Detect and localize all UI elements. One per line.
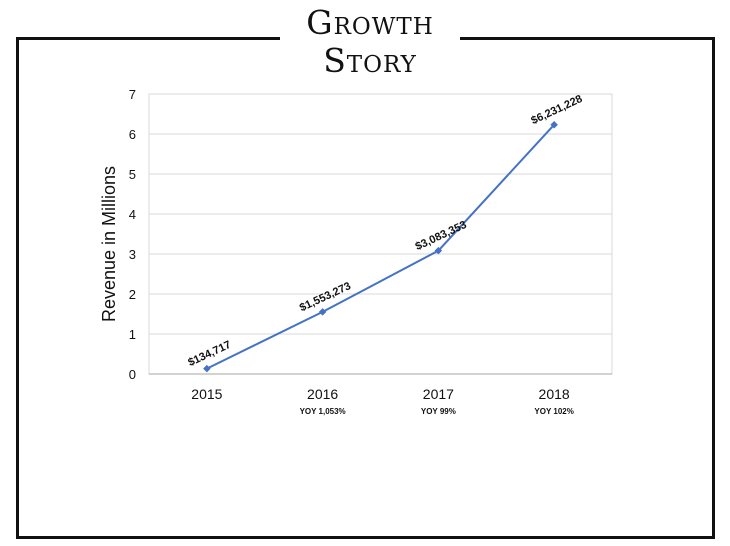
axis-layer: 0 1 2 3 4 5 6 7 2015 2016 YOY 1,053% 2017 YOY 99% 201… (99, 87, 612, 416)
title-line-1: Growth (306, 3, 434, 42)
x-tick-label: 2016 (307, 386, 338, 402)
y-tick-label: 6 (129, 127, 136, 142)
x-sublabel-yoy: YOY 1,053% (300, 407, 346, 416)
x-tick-label: 2017 (423, 386, 454, 402)
x-tick-label: 2015 (191, 386, 222, 402)
series-line (206, 124, 555, 370)
grid-layer (148, 93, 613, 375)
y-tick-label: 0 (129, 367, 136, 382)
y-tick-label: 5 (129, 167, 136, 182)
y-tick-label: 7 (129, 87, 136, 102)
data-label: $6,231,228 (529, 93, 584, 127)
data-label: $1,553,273 (298, 280, 353, 314)
y-axis-title: Revenue in Millions (99, 166, 119, 322)
y-tick-label: 1 (129, 327, 136, 342)
y-tick-label: 4 (129, 207, 136, 222)
x-sublabel-yoy: YOY 102% (534, 407, 573, 416)
title-line-2: Story (323, 41, 417, 80)
data-point-marker (318, 308, 327, 316)
x-sublabel-yoy: YOY 99% (421, 407, 456, 416)
x-tick-label: 2018 (539, 386, 570, 402)
series-layer (203, 120, 558, 373)
y-tick-label: 3 (129, 247, 136, 262)
slide-title: Growth Story (280, 0, 460, 84)
data-label: $134,717 (186, 339, 233, 369)
data-point-marker (203, 364, 211, 373)
data-point-marker (434, 246, 443, 255)
y-tick-label: 2 (129, 287, 136, 302)
data-point-marker (550, 120, 558, 129)
